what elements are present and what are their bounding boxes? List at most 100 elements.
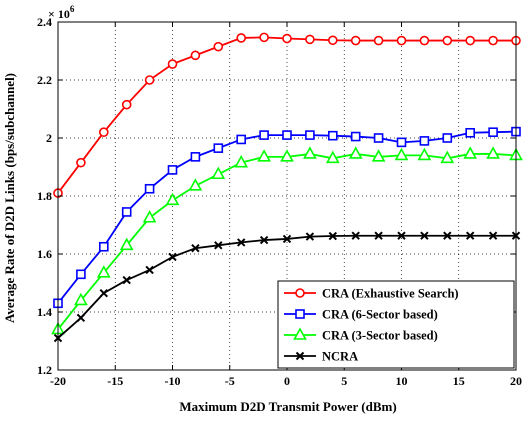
data-point: [165, 192, 180, 206]
data-point: [211, 166, 226, 180]
legend-marker: [293, 327, 307, 340]
data-point: [236, 33, 246, 43]
data-point: [350, 35, 361, 46]
y-tick-label: 1.4: [37, 305, 52, 319]
data-point: [419, 35, 430, 46]
legend-label: CRA (Exhaustive Search): [322, 287, 459, 301]
data-point: [96, 265, 111, 278]
data-point: [350, 131, 361, 142]
data-point: [327, 35, 338, 46]
data-point: [420, 231, 429, 240]
data-point: [351, 231, 360, 240]
data-point: [190, 152, 201, 162]
axis-ticks: -20 -15 -10 -5 0 5 10 15 20 1.2 1.4 1.6 1.8 2 2.2 2.4: [37, 15, 522, 388]
data-point: [214, 241, 223, 250]
y-tick-label: 2.2: [37, 73, 52, 87]
legend-marker: [295, 288, 305, 298]
data-point: [486, 146, 500, 159]
data-point: [488, 127, 498, 137]
x-tick-label: 10: [396, 374, 408, 388]
y-axis-label: Average Rate of D2D Links (bps/subchanne…: [2, 73, 17, 323]
data-point: [74, 292, 88, 306]
x-tick-label: 20: [510, 374, 522, 388]
data-point: [76, 157, 86, 168]
x-tick-label: -5: [225, 374, 235, 388]
y-tick-label: 2.4: [37, 15, 52, 29]
data-point: [325, 150, 340, 164]
data-point: [442, 35, 453, 46]
data-point: [121, 207, 132, 217]
x-axis-label: Maximum D2D Transmit Power (dBm): [179, 399, 396, 414]
data-point: [282, 234, 292, 244]
data-point: [373, 35, 384, 46]
data-point: [119, 237, 134, 251]
data-point: [236, 134, 246, 145]
data-point: [259, 130, 269, 140]
data-point: [419, 136, 430, 146]
data-point: [374, 231, 383, 240]
series-4: [53, 231, 521, 343]
x-tick-label: -20: [50, 374, 66, 388]
x-tick-label: -15: [107, 374, 123, 388]
data-point: [142, 210, 157, 223]
data-point: [282, 130, 292, 140]
legend-label: CRA (3-Sector based): [322, 329, 438, 343]
data-point: [188, 178, 203, 191]
y-axis-multiplier: × 106: [48, 4, 75, 21]
data-point: [442, 133, 453, 143]
data-point: [168, 252, 177, 262]
data-point: [190, 50, 201, 61]
series-layer: [51, 32, 523, 343]
legend-label: CRA (6-Sector based): [322, 308, 438, 322]
data-point: [305, 232, 315, 241]
data-point: [99, 288, 109, 298]
data-point: [396, 137, 407, 148]
data-point: [213, 41, 224, 52]
x-tick-label: 5: [341, 374, 347, 388]
data-point: [167, 59, 178, 69]
data-point: [76, 269, 86, 280]
data-point: [213, 143, 224, 153]
series-3: [51, 146, 523, 335]
data-point: [488, 35, 498, 46]
data-point: [465, 127, 476, 138]
data-point: [76, 313, 86, 323]
data-point: [443, 231, 452, 240]
data-point: [465, 35, 476, 46]
data-point: [122, 275, 131, 285]
x-tick-label: -10: [165, 374, 181, 388]
data-point: [396, 35, 407, 46]
y-tick-label: 1.2: [37, 363, 52, 377]
data-point: [305, 130, 315, 140]
legend-marker: [295, 309, 305, 319]
data-point: [144, 183, 155, 194]
x-tick-label: 0: [284, 374, 290, 388]
legend-entry: NCRA: [284, 350, 358, 364]
x-tick-label: 15: [453, 374, 465, 388]
data-point: [371, 149, 386, 162]
data-point: [397, 231, 406, 240]
y-tick-label: 2: [46, 131, 52, 145]
y-tick-label: 1.6: [37, 247, 52, 261]
legend-entry: CRA (3-Sector based): [284, 327, 438, 343]
data-point: [234, 154, 249, 168]
legend-entry: CRA (6-Sector based): [284, 308, 438, 322]
data-point: [191, 243, 200, 253]
data-point: [259, 32, 269, 43]
data-point: [259, 235, 269, 245]
data-point: [121, 99, 132, 110]
data-point: [463, 146, 478, 159]
y-tick-label: 1.8: [37, 189, 52, 203]
data-point: [280, 149, 294, 162]
data-point: [394, 147, 409, 161]
legend-label: NCRA: [322, 350, 358, 364]
data-point: [303, 146, 317, 159]
data-point: [327, 130, 338, 141]
data-point: [144, 75, 155, 85]
data-point: [167, 165, 178, 175]
data-point: [348, 146, 363, 159]
data-point: [373, 133, 384, 143]
data-point: [488, 231, 498, 240]
